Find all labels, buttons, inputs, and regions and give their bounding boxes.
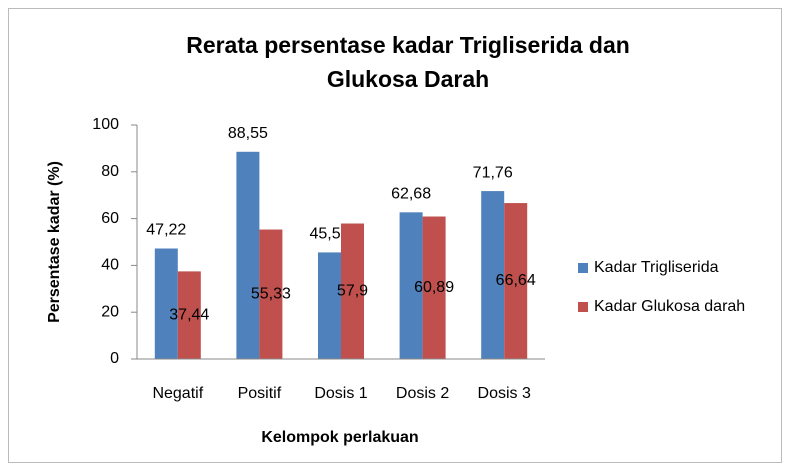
bar — [504, 203, 528, 359]
data-label: 57,9 — [337, 282, 368, 299]
bar — [399, 212, 423, 359]
data-label: 45,55 — [309, 226, 349, 243]
y-tick-label: 20 — [101, 303, 119, 320]
y-tick-label: 40 — [101, 257, 119, 274]
data-label: 66,64 — [496, 272, 536, 289]
chart-title: Glukosa Darah — [327, 66, 489, 92]
x-tick-label: Dosis 2 — [396, 385, 449, 402]
bar — [177, 271, 201, 359]
data-label: 47,22 — [146, 222, 186, 239]
data-label: 62,68 — [391, 186, 431, 203]
data-label: 71,76 — [473, 164, 513, 181]
chart-title: Rerata persentase kadar Trigliserida dan — [186, 32, 630, 58]
legend-label: Kadar Glukosa darah — [594, 298, 745, 315]
y-tick-label: 100 — [92, 116, 119, 133]
x-tick-label: Negatif — [152, 385, 203, 402]
data-label: 88,55 — [228, 125, 268, 142]
bar — [259, 229, 283, 359]
bar — [154, 248, 178, 359]
legend-label: Kadar Trigliserida — [594, 259, 719, 276]
y-axis-title: Persentase kadar (%) — [46, 161, 63, 323]
data-label: 37,44 — [169, 306, 209, 323]
data-label: 60,89 — [414, 279, 454, 296]
x-axis-title: Kelompok perlakuan — [261, 429, 418, 446]
y-tick-label: 60 — [101, 210, 119, 227]
x-tick-label: Dosis 1 — [314, 385, 367, 402]
x-tick-label: Positif — [238, 385, 282, 402]
bar — [481, 191, 505, 359]
x-tick-label: Dosis 3 — [478, 385, 531, 402]
legend-swatch — [578, 302, 588, 312]
y-tick-label: 0 — [110, 350, 119, 367]
bar — [422, 216, 446, 359]
bar — [236, 151, 260, 359]
y-tick-label: 80 — [101, 163, 119, 180]
bar — [341, 223, 364, 359]
data-label: 55,33 — [251, 285, 291, 302]
bar — [318, 252, 341, 359]
legend-swatch — [578, 263, 588, 273]
